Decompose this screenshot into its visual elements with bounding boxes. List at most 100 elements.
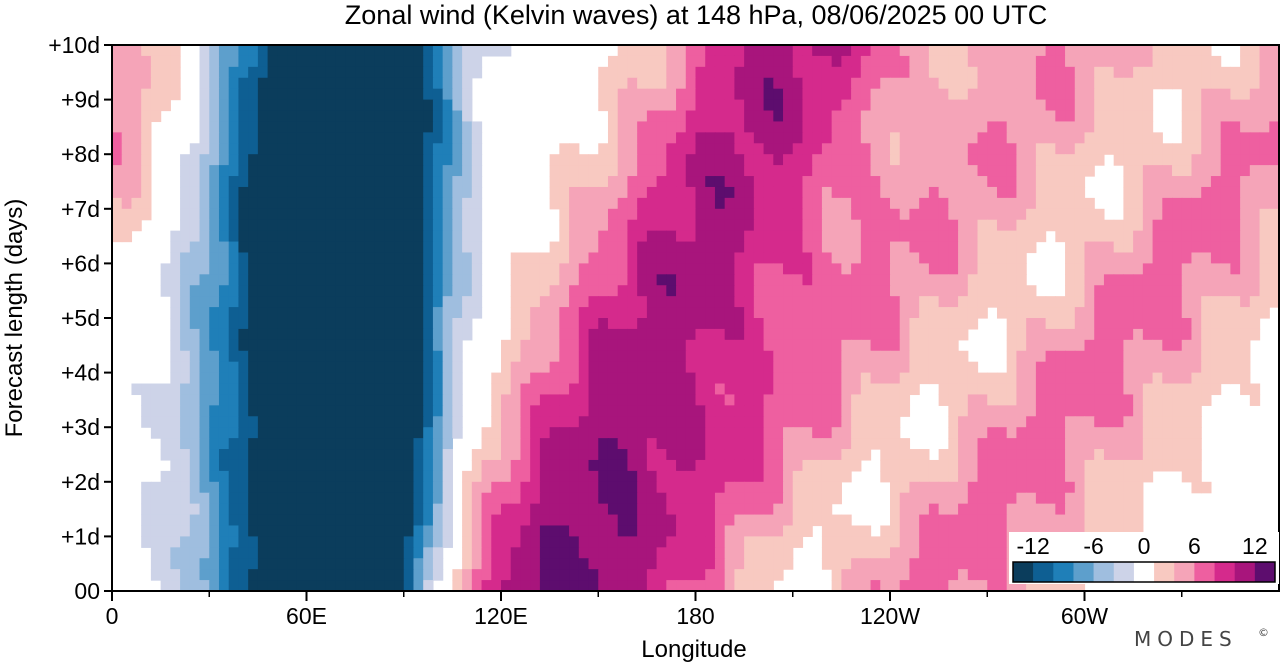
heatmap-cell <box>870 339 881 352</box>
heatmap-cell <box>248 219 259 232</box>
heatmap-cell <box>1220 154 1231 166</box>
heatmap-cell <box>1259 77 1270 90</box>
heatmap-cell <box>773 394 784 406</box>
heatmap-cell <box>1035 470 1047 483</box>
heatmap-cell <box>306 186 317 199</box>
heatmap-cell <box>1240 230 1251 243</box>
heatmap-cell <box>870 55 881 68</box>
heatmap-cell <box>1006 438 1018 450</box>
heatmap-cell <box>617 77 629 90</box>
heatmap-cell <box>384 372 395 385</box>
heatmap-cell <box>1181 110 1193 123</box>
heatmap-cell <box>705 132 716 144</box>
heatmap-cell <box>520 438 531 450</box>
heatmap-cell <box>1035 394 1047 406</box>
heatmap-cell <box>724 438 735 450</box>
heatmap-cell <box>948 66 959 79</box>
heatmap-cell <box>1094 208 1105 221</box>
heatmap-cell <box>403 219 415 232</box>
heatmap-cell <box>1133 186 1144 199</box>
heatmap-cell <box>763 514 774 527</box>
heatmap-cell <box>783 318 794 330</box>
heatmap-cell <box>559 405 570 417</box>
heatmap-cell <box>919 318 930 330</box>
heatmap-cell <box>452 219 463 232</box>
heatmap-cell <box>773 219 784 232</box>
heatmap-cell <box>851 536 862 548</box>
heatmap-cell <box>209 383 220 396</box>
heatmap-cell <box>831 405 842 417</box>
heatmap-cell <box>1249 176 1261 188</box>
heatmap-cell <box>783 121 794 133</box>
heatmap-cell <box>666 219 677 232</box>
heatmap-cell <box>860 132 872 144</box>
heatmap-cell <box>977 383 988 396</box>
heatmap-cell <box>870 558 881 570</box>
heatmap-cell <box>744 110 755 123</box>
heatmap-cell <box>170 252 181 264</box>
heatmap-cell <box>1084 45 1095 57</box>
heatmap-cell <box>218 208 230 221</box>
heatmap-cell <box>248 45 259 57</box>
heatmap-cell <box>501 558 512 570</box>
heatmap-cell <box>831 186 842 199</box>
heatmap-cell <box>938 285 949 297</box>
heatmap-cell <box>617 470 629 483</box>
heatmap-cell <box>1123 372 1134 385</box>
heatmap-cell <box>938 176 949 188</box>
heatmap-cell <box>189 176 201 188</box>
heatmap-cell <box>423 383 434 396</box>
heatmap-cell <box>1026 328 1037 341</box>
heatmap-cell <box>977 219 988 232</box>
heatmap-cell <box>306 547 317 559</box>
heatmap-cell <box>325 165 337 177</box>
heatmap-cell <box>938 307 949 319</box>
heatmap-cell <box>783 263 794 275</box>
heatmap-cell <box>1055 55 1066 68</box>
heatmap-cell <box>578 481 590 494</box>
heatmap-cell <box>919 547 930 559</box>
heatmap-cell <box>335 132 346 144</box>
heatmap-cell <box>792 241 804 254</box>
heatmap-cell <box>559 459 570 472</box>
heatmap-cell <box>559 481 570 494</box>
heatmap-cell <box>676 525 687 537</box>
heatmap-cell <box>257 274 269 286</box>
heatmap-cell <box>792 459 804 472</box>
heatmap-cell <box>559 143 570 155</box>
heatmap-cell <box>958 372 969 385</box>
heatmap-cell <box>462 208 473 221</box>
heatmap-cell <box>1045 208 1056 221</box>
heatmap-cell <box>530 350 541 363</box>
heatmap-cell <box>364 525 376 537</box>
heatmap-cell <box>199 318 210 330</box>
heatmap-cell <box>1026 121 1037 133</box>
heatmap-cell <box>724 459 735 472</box>
heatmap-cell <box>199 503 210 516</box>
heatmap-cell <box>218 339 230 352</box>
heatmap-cell <box>189 285 201 297</box>
heatmap-cell <box>1113 110 1124 123</box>
heatmap-cell <box>452 361 463 374</box>
heatmap-cell <box>627 241 638 254</box>
heatmap-cell <box>948 307 959 319</box>
heatmap-cell <box>296 121 308 133</box>
heatmap-cell <box>442 77 453 90</box>
heatmap-cell <box>851 405 862 417</box>
heatmap-cell <box>705 328 716 341</box>
heatmap-cell <box>287 132 298 144</box>
heatmap-cell <box>695 525 706 537</box>
heatmap-cell <box>267 350 278 363</box>
heatmap-cell <box>160 274 171 286</box>
heatmap-cell <box>860 66 872 79</box>
heatmap-cell <box>248 558 259 570</box>
heatmap-cell <box>578 252 590 264</box>
heatmap-cell <box>588 318 599 330</box>
heatmap-cell <box>267 66 278 79</box>
heatmap-cell <box>705 470 716 483</box>
heatmap-cell <box>1065 470 1076 483</box>
heatmap-cell <box>1172 372 1183 385</box>
heatmap-cell <box>209 318 220 330</box>
heatmap-cell <box>364 110 376 123</box>
heatmap-cell <box>1220 252 1231 264</box>
